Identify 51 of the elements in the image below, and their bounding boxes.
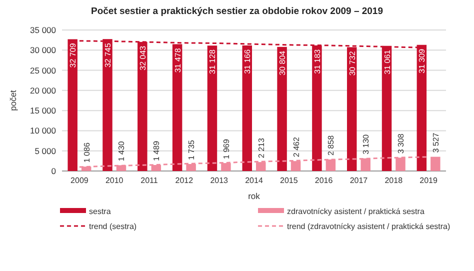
x-tick-label: 2013: [210, 176, 229, 185]
y-tick-label: 15 000: [30, 106, 56, 116]
data-label: 1 969: [222, 138, 231, 160]
y-tick-label: 5 000: [34, 146, 56, 156]
data-label: 30 804: [278, 50, 288, 76]
data-label: 31 478: [173, 48, 182, 73]
data-label: 3 527: [431, 132, 440, 153]
legend-label: sestra: [89, 207, 112, 216]
y-tick-label: 10 000: [30, 126, 56, 136]
line-series: [78, 156, 430, 168]
x-tick-label: 2014: [245, 176, 264, 185]
data-label: 30 732: [348, 50, 357, 76]
data-label: 2 858: [326, 134, 336, 156]
legend-label: trend (sestra): [89, 222, 137, 231]
data-label: 32 043: [138, 45, 148, 70]
x-tick-label: 2011: [140, 176, 158, 185]
y-axis-title: počet: [8, 89, 18, 111]
data-label: 31 309: [418, 48, 427, 74]
data-label: 31 183: [312, 48, 322, 74]
x-tick-label: 2016: [314, 176, 334, 185]
data-label: 31 061: [382, 49, 392, 74]
data-label: 32 709: [68, 42, 78, 68]
y-tick-label: 25 000: [30, 65, 56, 76]
data-label: 2 213: [256, 138, 266, 158]
data-label: 3 308: [396, 133, 406, 154]
x-tick-label: 2012: [175, 176, 194, 185]
data-label: 31 166: [243, 48, 252, 74]
x-tick-label: 2015: [280, 176, 298, 185]
bar: [68, 39, 78, 171]
y-tick-label: 20 000: [30, 85, 56, 96]
x-axis-title: rok: [248, 191, 261, 201]
data-label: 1 086: [82, 142, 92, 163]
data-label: 1 489: [152, 140, 162, 161]
legend-label: zdravotnícky asistent / praktická sestra: [287, 207, 425, 216]
y-tick-label: 0: [51, 166, 56, 176]
bar: [430, 156, 440, 171]
y-tick-label: 35 000: [30, 25, 56, 35]
legend-label: trend (zdravotnícky asistent / praktická sestra): [287, 222, 451, 231]
data-label: 3 130: [362, 134, 371, 154]
chart-title: Počet sestier a praktických sestier za obdobie rokov 2009 – 2019: [90, 6, 384, 17]
data-label: 2 462: [292, 136, 301, 158]
x-tick-label: 2010: [105, 176, 124, 185]
data-label: 31 128: [208, 49, 218, 74]
data-label: 1 430: [117, 140, 126, 162]
x-tick-label: 2019: [420, 176, 438, 185]
data-label: 32 745: [103, 42, 112, 68]
y-tick-label: 30 000: [30, 45, 56, 56]
data-label: 1 735: [187, 139, 196, 160]
x-tick-label: 2009: [70, 176, 89, 185]
x-tick-label: 2017: [350, 176, 368, 185]
x-tick-label: 2018: [384, 176, 404, 185]
